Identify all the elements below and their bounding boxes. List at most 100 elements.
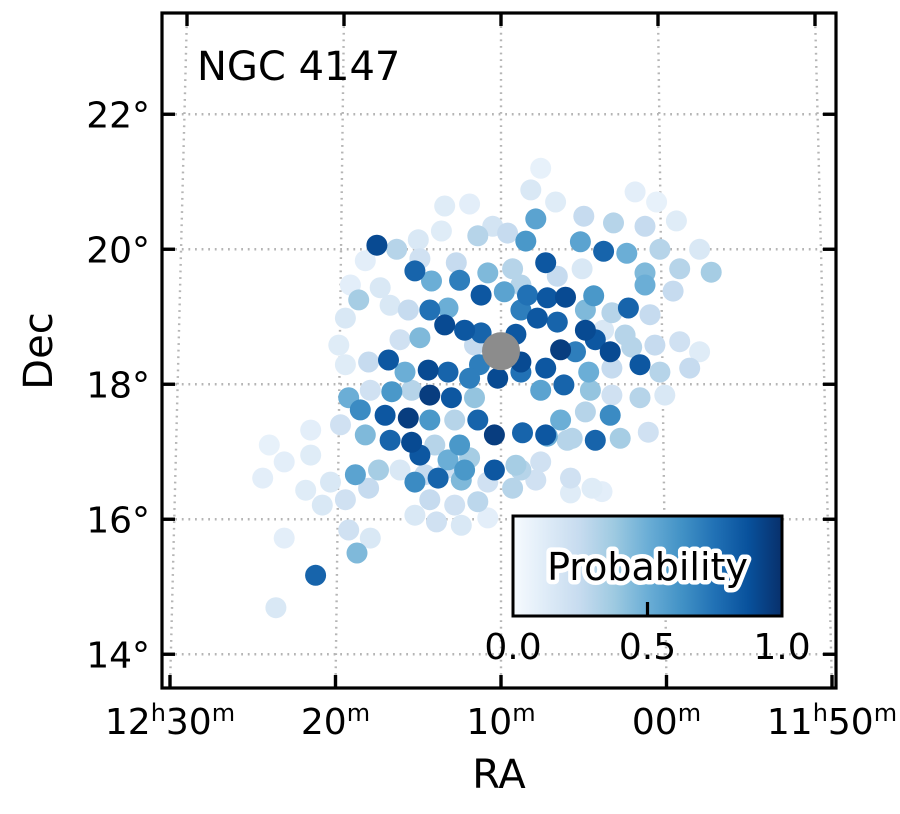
x-tick-labels: 12h30m 20m 10m 00m 11h50m: [105, 699, 897, 743]
scatter-point: [629, 387, 651, 409]
scatter-point: [459, 367, 481, 389]
scatter-point: [583, 285, 605, 307]
scatter-point: [444, 409, 466, 431]
scatter-point: [444, 494, 466, 516]
scatter-point: [654, 384, 676, 406]
scatter-point: [366, 234, 388, 256]
axis-ticks: [162, 13, 836, 688]
scatter-point: [599, 341, 621, 363]
scatter-point: [560, 482, 581, 504]
scatter-point: [273, 527, 295, 549]
scatter-point: [379, 294, 401, 316]
scatter-point: [560, 467, 581, 489]
scatter-point: [434, 195, 456, 217]
scatter-point: [330, 414, 351, 436]
scatter-point: [381, 381, 403, 403]
scatter-point: [601, 302, 623, 324]
scatter-point: [512, 422, 533, 444]
scatter-point: [348, 289, 370, 311]
scatter-point: [545, 191, 567, 213]
scatter-point: [354, 250, 376, 272]
scatter-point: [526, 307, 548, 329]
x-tick-label: 10m: [466, 699, 535, 743]
scatter-point: [434, 314, 456, 336]
scatter-point: [629, 354, 651, 376]
scatter-point: [459, 193, 481, 215]
scatter-point: [419, 384, 441, 406]
scatter-point: [454, 319, 476, 341]
colorbar-label: Probability: [547, 545, 748, 589]
scatter-point: [300, 419, 322, 441]
scatter-point: [530, 451, 552, 473]
scatter-point: [449, 434, 471, 456]
scatter-point: [530, 379, 552, 401]
cluster-center-marker: [482, 332, 520, 371]
scatter-point: [669, 258, 691, 280]
scatter-point: [669, 331, 691, 353]
scatter-point: [617, 297, 639, 319]
scatter-point: [354, 424, 376, 446]
scatter-point: [401, 379, 423, 401]
scatter-point: [311, 494, 333, 516]
scatter-point: [555, 286, 576, 308]
scatter-point: [358, 477, 380, 499]
scatter-point: [487, 367, 509, 389]
scatter-point: [397, 407, 419, 429]
scatter-point: [530, 157, 552, 179]
scatter-point: [700, 261, 722, 283]
scatter-point: [584, 429, 606, 451]
scatter-point: [419, 299, 441, 321]
scatter-point: [574, 401, 596, 423]
scatter-point: [467, 409, 489, 431]
scatter-point: [639, 304, 661, 326]
scatter-point: [477, 262, 499, 284]
scatter-point: [421, 270, 442, 292]
colorbar-tick-label: 0.5: [619, 627, 676, 668]
scatter-point: [349, 399, 371, 421]
scatter-point: [546, 311, 568, 333]
scatter-point: [378, 349, 399, 371]
scatter-point: [569, 231, 591, 253]
scatter-point: [467, 225, 489, 247]
scatter-point: [689, 341, 711, 363]
scatter-point: [409, 327, 431, 349]
scatter-point: [599, 404, 621, 426]
scatter-point: [394, 361, 416, 383]
scatter-point: [520, 179, 542, 201]
scatter-point: [404, 504, 426, 526]
scatter-point: [437, 297, 459, 319]
scatter-point: [252, 467, 274, 489]
scatter-point: [550, 409, 572, 431]
scatter-point: [662, 280, 684, 302]
scatter-point: [346, 542, 368, 564]
scatter-point: [417, 359, 439, 381]
scatter-point: [505, 454, 527, 476]
scatter-point: [535, 252, 557, 274]
scatter-point: [573, 205, 595, 227]
scatter-point: [368, 459, 389, 481]
scatter-point: [397, 299, 419, 321]
y-tick-label: 18°: [86, 365, 150, 406]
scatter-point: [386, 238, 408, 260]
scatter-point: [483, 424, 505, 446]
scatter-point: [574, 319, 596, 341]
scatter-point: [470, 284, 492, 306]
scatter-point: [440, 387, 462, 409]
scatter-point: [517, 284, 538, 306]
scatter-point: [601, 384, 623, 406]
scatter-point: [624, 181, 646, 203]
gridline-ra: [813, 14, 834, 687]
scatter-point: [273, 451, 295, 473]
scatter-point: [535, 424, 557, 446]
x-axis-label: RA: [472, 752, 526, 798]
scatter-point: [550, 339, 572, 361]
scatter-point: [483, 459, 505, 481]
scatter-point: [358, 351, 380, 373]
scatter-point: [525, 208, 547, 230]
scatter-point: [603, 212, 624, 234]
scatter-point: [430, 220, 452, 242]
scatter-point: [646, 191, 668, 213]
x-tick-label: 20m: [301, 699, 370, 743]
